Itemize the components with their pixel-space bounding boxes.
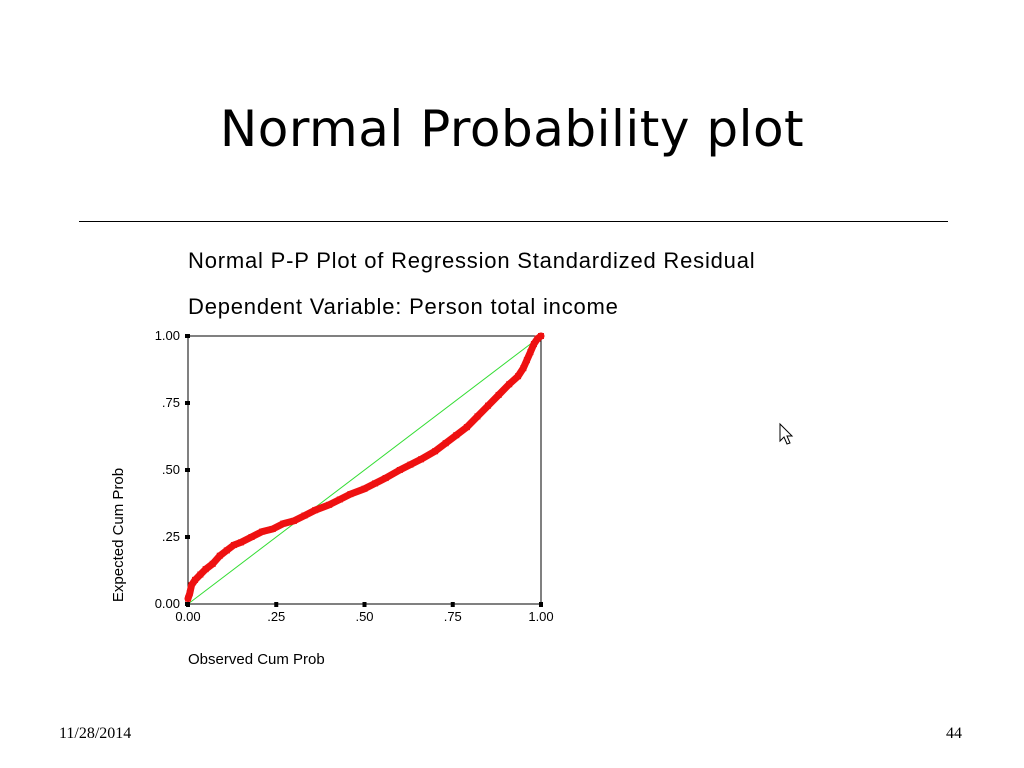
data-point xyxy=(202,566,209,573)
data-point xyxy=(186,590,193,597)
y-tick-mark xyxy=(185,401,190,405)
data-point xyxy=(290,517,297,524)
data-point xyxy=(474,413,481,420)
data-point xyxy=(453,432,460,439)
y-tick-mark xyxy=(185,602,190,606)
data-point xyxy=(515,373,522,380)
data-point xyxy=(312,507,319,514)
x-axis-title: Observed Cum Prob xyxy=(188,651,325,668)
y-tick-label: 1.00 xyxy=(155,328,180,343)
data-point xyxy=(269,525,276,532)
data-point xyxy=(530,341,537,348)
y-tick-label: .50 xyxy=(162,462,180,477)
data-point xyxy=(495,391,502,398)
data-point xyxy=(259,528,266,535)
x-tick-mark xyxy=(539,602,543,607)
data-point xyxy=(442,440,449,447)
data-point xyxy=(197,571,204,578)
title-divider xyxy=(79,221,948,222)
slide-title: Normal Probability plot xyxy=(219,100,805,158)
data-point xyxy=(237,539,244,546)
y-tick-label: .25 xyxy=(162,529,180,544)
x-tick-mark xyxy=(450,602,455,607)
chart-subtitle: Dependent Variable: Person total income xyxy=(188,294,619,319)
data-point xyxy=(396,467,403,473)
data-point xyxy=(523,357,530,364)
y-tick-label: 0.00 xyxy=(155,596,180,611)
data-point xyxy=(527,349,534,356)
y-tick-mark xyxy=(185,535,190,539)
data-point xyxy=(188,582,195,589)
arrow-cursor-icon xyxy=(779,422,794,445)
data-point xyxy=(280,520,287,527)
data-point xyxy=(417,456,424,463)
data-point xyxy=(209,560,216,567)
data-point xyxy=(382,475,389,482)
data-point xyxy=(485,402,492,409)
data-point xyxy=(372,480,379,487)
data-point xyxy=(407,461,414,468)
x-tick-label: .50 xyxy=(355,609,373,624)
data-point xyxy=(216,552,223,559)
y-tick-label: .75 xyxy=(162,395,180,410)
data-point xyxy=(432,448,439,455)
y-tick-mark xyxy=(185,334,190,338)
data-point xyxy=(506,381,513,388)
data-point xyxy=(361,485,368,492)
chart-title: Normal P-P Plot of Regression Standardiz… xyxy=(188,248,756,273)
x-tick-label: .75 xyxy=(444,609,462,624)
x-tick-label: .25 xyxy=(267,609,285,624)
data-point xyxy=(223,547,230,554)
residual-points-trace xyxy=(184,332,545,603)
data-point xyxy=(248,534,255,540)
data-point xyxy=(463,424,470,431)
reference-line xyxy=(187,335,542,605)
x-tick-mark xyxy=(362,602,367,607)
data-point xyxy=(326,501,333,508)
data-point xyxy=(520,365,527,372)
data-point xyxy=(230,542,237,549)
y-axis-title: Expected Cum Prob xyxy=(110,468,127,602)
data-point xyxy=(185,595,191,602)
data-point xyxy=(347,491,354,498)
data-point xyxy=(534,335,541,342)
data-point xyxy=(336,496,343,503)
y-tick-mark xyxy=(185,468,190,472)
data-point xyxy=(301,512,308,519)
footer-page-number: 44 xyxy=(946,725,962,742)
data-point xyxy=(192,576,199,583)
x-tick-label: 1.00 xyxy=(528,609,553,624)
x-tick-label: 0.00 xyxy=(175,609,200,624)
footer-date: 11/28/2014 xyxy=(59,725,132,742)
data-point xyxy=(538,333,544,339)
x-tick-mark xyxy=(274,602,279,607)
